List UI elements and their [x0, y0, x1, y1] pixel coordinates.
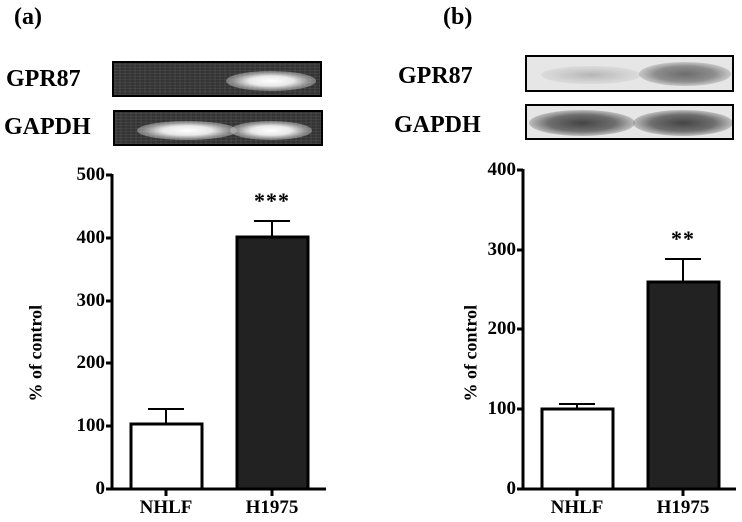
gel-band: [137, 121, 237, 140]
bar-h1975-b: [646, 280, 721, 491]
panel-a-ytick-0: 0: [95, 478, 106, 499]
panel-a-xlabel-h1975: H1975: [245, 497, 299, 518]
panel-b-ytick-200: 200: [487, 318, 517, 339]
panel-b-xlabel-h1975: H1975: [656, 497, 710, 518]
panel-b-gapdh-label: GAPDH: [394, 112, 481, 138]
panel-b-ytick-400: 400: [487, 159, 517, 180]
blot-band: [639, 62, 731, 86]
panel-b-xlabel-nhlf: NHLF: [550, 497, 604, 518]
blot-band: [541, 66, 641, 84]
panel-b-bars: [540, 258, 721, 491]
panel-a-ytick-400: 400: [76, 227, 106, 248]
panel-a-ytick-200: 200: [76, 352, 106, 373]
panel-b-ytick-100: 100: [487, 398, 517, 419]
panel-b-gpr87-label: GPR87: [398, 63, 473, 89]
panel-a-gapdh-label: GAPDH: [4, 114, 91, 140]
panel-a-significance: ***: [254, 188, 290, 213]
panel-b-label: (b): [443, 4, 473, 30]
panel-a-ytick-500: 500: [76, 164, 106, 185]
panel-b-significance: **: [671, 226, 695, 251]
gel-band: [230, 121, 312, 140]
panel-a-gpr87-label: GPR87: [6, 66, 81, 92]
blot-band: [529, 110, 635, 136]
gel-band: [226, 71, 316, 91]
panel-b-gapdh-blot: [525, 104, 734, 140]
blot-band: [633, 110, 732, 136]
bar-nhlf-b: [540, 407, 615, 491]
panel-a-label: (a): [14, 4, 42, 30]
panel-a-gpr87-gel: [112, 61, 322, 97]
bar-h1975-a: [235, 235, 310, 491]
bar-nhlf-a: [129, 422, 204, 491]
panel-a-ytick-300: 300: [76, 290, 106, 311]
panel-b-gpr87-blot: [525, 55, 734, 92]
panel-a-ytick-100: 100: [76, 415, 106, 436]
panel-b-ytick-0: 0: [506, 478, 517, 499]
panel-b-ylabel: % of control: [460, 304, 481, 402]
panel-a-gapdh-gel: [113, 110, 323, 146]
panel-b-ytick-300: 300: [487, 239, 517, 260]
panel-a-xlabel-nhlf: NHLF: [139, 497, 193, 518]
panel-a-bars: [129, 220, 310, 491]
